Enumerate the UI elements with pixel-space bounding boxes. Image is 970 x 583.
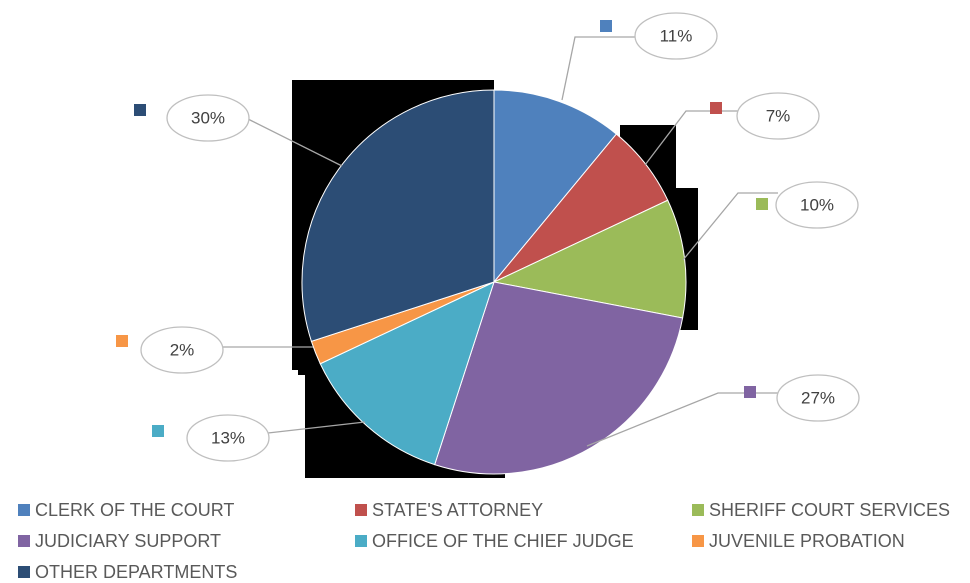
- data-label: 13%: [211, 428, 245, 447]
- legend-swatch: [355, 504, 367, 516]
- legend-label: OFFICE OF THE CHIEF JUDGE: [372, 531, 634, 551]
- data-label: 7%: [766, 106, 791, 125]
- legend-swatch: [18, 504, 30, 516]
- data-label: 27%: [801, 388, 835, 407]
- label-key: [152, 425, 164, 437]
- data-label: 10%: [800, 195, 834, 214]
- label-callout: [775, 181, 859, 229]
- label-callout: [166, 94, 250, 142]
- pie-slice: [434, 281, 684, 475]
- label-callout: [634, 12, 718, 60]
- leader-line: [247, 118, 343, 167]
- label-callout: [186, 414, 270, 462]
- pie-slice: [319, 281, 495, 466]
- leader-line: [267, 421, 366, 434]
- label-callout: [776, 374, 860, 422]
- pie-slice: [493, 89, 618, 284]
- legend-swatch: [18, 535, 30, 547]
- legend-label: SHERIFF COURT SERVICES: [709, 500, 950, 520]
- label-key: [756, 198, 768, 210]
- label-key: [710, 102, 722, 114]
- legend-swatch: [692, 535, 704, 547]
- label-key: [116, 335, 128, 347]
- leader-line: [561, 36, 636, 101]
- legend-swatch: [692, 504, 704, 516]
- legend-swatch: [355, 535, 367, 547]
- label-key: [600, 20, 612, 32]
- label-key: [134, 104, 146, 116]
- legend-label: OTHER DEPARTMENTS: [35, 562, 237, 582]
- label-key: [744, 386, 756, 398]
- legend-label: STATE'S ATTORNEY: [372, 500, 543, 520]
- data-label: 30%: [191, 108, 225, 127]
- label-callout: [736, 92, 820, 140]
- legend-label: JUDICIARY SUPPORT: [35, 531, 221, 551]
- label-callout: [140, 326, 224, 374]
- leader-line: [586, 392, 778, 447]
- pie-slice: [301, 89, 495, 342]
- legend-label: JUVENILE PROBATION: [709, 531, 905, 551]
- data-label: 2%: [170, 340, 195, 359]
- legend-swatch: [18, 566, 30, 578]
- leader-line: [682, 192, 778, 261]
- legend-label: CLERK OF THE COURT: [35, 500, 234, 520]
- data-label: 11%: [660, 26, 693, 45]
